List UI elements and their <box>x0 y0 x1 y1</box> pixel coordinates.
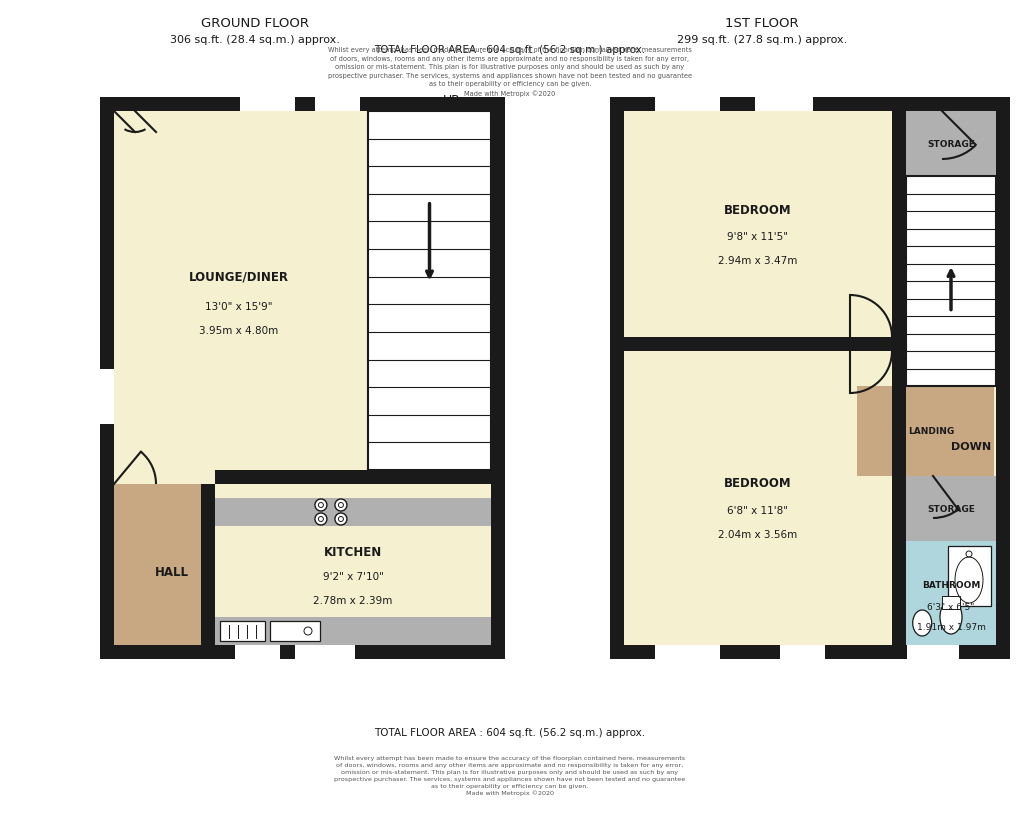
Bar <box>624 337 892 351</box>
Ellipse shape <box>912 610 930 636</box>
Bar <box>654 645 719 659</box>
Bar <box>270 621 320 641</box>
Bar <box>654 98 719 112</box>
Text: 6'8" x 11'8": 6'8" x 11'8" <box>727 505 788 515</box>
Bar <box>490 98 504 659</box>
Text: BEDROOM: BEDROOM <box>723 477 791 490</box>
Text: UP: UP <box>442 94 460 107</box>
Bar <box>368 112 490 471</box>
Bar <box>294 645 355 659</box>
Text: 299 sq.ft. (27.8 sq.m.) approx.: 299 sq.ft. (27.8 sq.m.) approx. <box>677 35 847 45</box>
Text: BEDROOM: BEDROOM <box>723 203 791 216</box>
Bar <box>905 542 995 645</box>
Bar <box>856 386 905 476</box>
Bar <box>892 112 905 645</box>
Circle shape <box>334 514 346 525</box>
Text: STORAGE: STORAGE <box>926 504 974 514</box>
Text: STORAGE: STORAGE <box>926 140 974 149</box>
Bar <box>905 476 995 542</box>
Bar <box>315 98 360 112</box>
Text: 1.91m x 1.97m: 1.91m x 1.97m <box>916 623 984 632</box>
Bar <box>942 596 959 609</box>
Text: 2.78m x 2.39m: 2.78m x 2.39m <box>313 595 392 605</box>
Bar <box>609 98 1009 659</box>
Text: LANDING: LANDING <box>907 427 953 436</box>
Bar <box>100 370 114 424</box>
Bar <box>234 645 280 659</box>
Text: 306 sq.ft. (28.4 sq.m.) approx.: 306 sq.ft. (28.4 sq.m.) approx. <box>170 35 339 45</box>
Bar <box>905 386 994 476</box>
Circle shape <box>315 514 327 525</box>
Bar <box>215 617 490 645</box>
Text: 3.95m x 4.80m: 3.95m x 4.80m <box>199 326 278 336</box>
Text: 9'2" x 7'10": 9'2" x 7'10" <box>322 571 383 582</box>
Text: 1ST FLOOR: 1ST FLOOR <box>725 17 798 30</box>
Bar <box>100 645 504 659</box>
Bar <box>754 98 812 112</box>
Text: Whilst every attempt has been made to ensure the accuracy of the floorplan conta: Whilst every attempt has been made to en… <box>328 47 691 97</box>
Bar <box>368 112 490 471</box>
Bar <box>100 98 504 659</box>
Bar <box>114 485 201 645</box>
Text: LOUNGE/DINER: LOUNGE/DINER <box>189 270 288 283</box>
Bar <box>995 98 1009 659</box>
Text: 2.04m x 3.56m: 2.04m x 3.56m <box>717 529 797 539</box>
Bar <box>906 645 958 659</box>
Text: 13'0" x 15'9": 13'0" x 15'9" <box>205 301 272 311</box>
Bar <box>609 645 1009 659</box>
Circle shape <box>334 500 346 511</box>
Bar <box>905 177 995 386</box>
Bar <box>100 98 114 659</box>
Text: 9'8" x 11'5": 9'8" x 11'5" <box>727 232 788 241</box>
Bar <box>609 98 1009 112</box>
Text: TOTAL FLOOR AREA : 604 sq.ft. (56.2 sq.m.) approx.: TOTAL FLOOR AREA : 604 sq.ft. (56.2 sq.m… <box>374 45 645 55</box>
Text: KITCHEN: KITCHEN <box>324 545 382 558</box>
Text: 6'3" x 6'5": 6'3" x 6'5" <box>926 602 974 611</box>
Bar <box>215 471 490 485</box>
Text: 2.94m x 3.47m: 2.94m x 3.47m <box>717 256 797 265</box>
Bar <box>609 98 624 659</box>
Circle shape <box>315 500 327 511</box>
Text: Whilst every attempt has been made to ensure the accuracy of the floorplan conta: Whilst every attempt has been made to en… <box>334 754 685 796</box>
Text: HALL: HALL <box>154 566 189 578</box>
Text: GROUND FLOOR: GROUND FLOOR <box>201 17 309 30</box>
Text: BATHROOM: BATHROOM <box>921 581 979 590</box>
Text: DOWN: DOWN <box>950 442 990 452</box>
Bar <box>780 645 824 659</box>
Bar <box>100 98 504 112</box>
Ellipse shape <box>940 600 961 634</box>
Bar <box>905 177 995 386</box>
Bar <box>239 98 294 112</box>
Bar <box>201 485 215 645</box>
Text: TOTAL FLOOR AREA : 604 sq.ft. (56.2 sq.m.) approx.: TOTAL FLOOR AREA : 604 sq.ft. (56.2 sq.m… <box>374 727 645 737</box>
Bar <box>220 621 265 641</box>
Bar <box>215 499 490 526</box>
Bar <box>947 547 990 606</box>
Bar <box>905 112 995 177</box>
